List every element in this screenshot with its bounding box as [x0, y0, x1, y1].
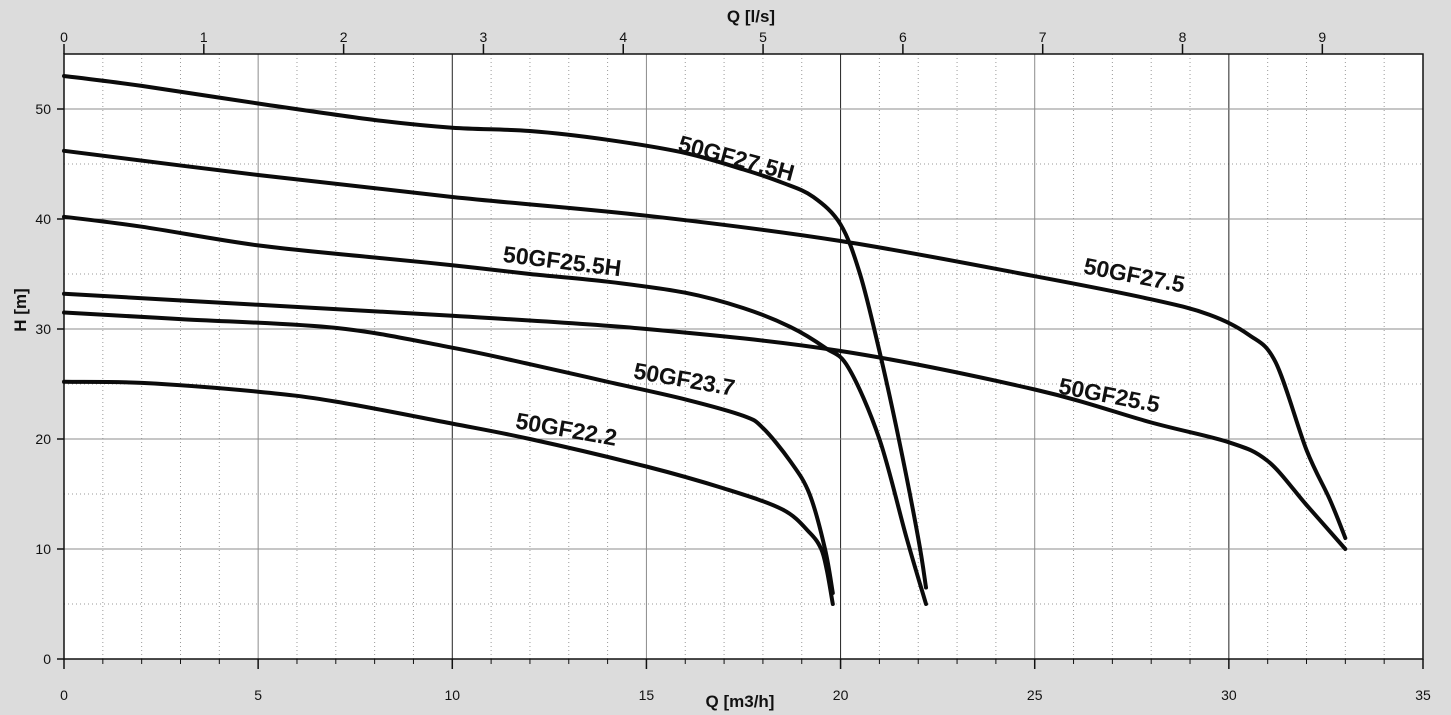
- x-tick-label: 5: [254, 687, 262, 703]
- x2-tick-label: 7: [1039, 29, 1047, 45]
- x-axis-title: Q [m3/h]: [706, 692, 775, 711]
- x2-axis-title: Q [l/s]: [727, 7, 775, 26]
- y-axis-title: H [m]: [11, 288, 30, 331]
- axes: 0 5 10 15 20 25 30 35 0 1 2 3 4 5 6 7 8 9 0 10 20 30 40 50: [35, 29, 1431, 703]
- series-line-50gf25-5h: [62, 214, 928, 606]
- y-tick-label: 40: [35, 211, 51, 227]
- x-tick-label: 0: [60, 687, 68, 703]
- x2-tick-label: 5: [759, 29, 767, 45]
- series-lines: [62, 74, 1348, 606]
- x-tick-label: 20: [833, 687, 849, 703]
- series-line-50gf25-5: [62, 291, 1348, 551]
- x2-tick-label: 2: [340, 29, 348, 45]
- x2-tick-label: 3: [480, 29, 488, 45]
- x2-tick-label: 9: [1318, 29, 1326, 45]
- plot-frame: [63, 53, 1424, 660]
- y-tick-label: 0: [43, 651, 51, 667]
- x2-tick-label: 1: [200, 29, 208, 45]
- y-tick-label: 50: [35, 101, 51, 117]
- x-tick-label: 10: [444, 687, 460, 703]
- x-tick-label: 30: [1221, 687, 1237, 703]
- series-line-50gf27-5: [62, 148, 1348, 540]
- series-line-50gf27-5h: [62, 74, 928, 590]
- x2-tick-label: 8: [1179, 29, 1187, 45]
- x-tick-label: 25: [1027, 687, 1043, 703]
- y-tick-label: 30: [35, 321, 51, 337]
- x2-tick-label: 4: [619, 29, 627, 45]
- series-line-50gf23-7: [62, 310, 835, 595]
- x2-tick-label: 0: [60, 29, 68, 45]
- x-tick-label: 15: [639, 687, 655, 703]
- x2-tick-label: 6: [899, 29, 907, 45]
- y-tick-label: 10: [35, 541, 51, 557]
- series-line-50gf22-2: [62, 379, 835, 606]
- y-tick-label: 20: [35, 431, 51, 447]
- x-tick-label: 35: [1415, 687, 1431, 703]
- plot-area: [64, 54, 1423, 659]
